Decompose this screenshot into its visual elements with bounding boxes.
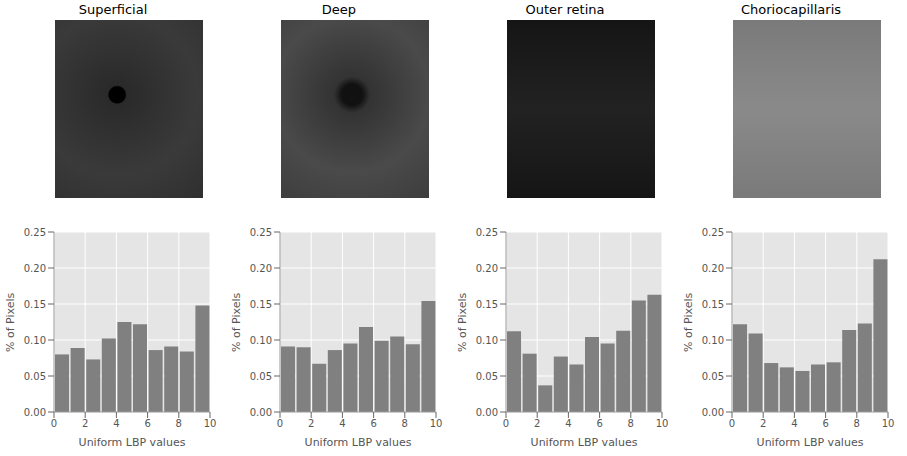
svg-text:0.20: 0.20 — [476, 263, 498, 274]
svg-text:10: 10 — [430, 418, 443, 429]
svg-text:% of Pixels: % of Pixels — [4, 293, 17, 352]
svg-text:8: 8 — [628, 418, 634, 429]
svg-text:0: 0 — [729, 418, 735, 429]
html-text:Outer retina: Outer retina — [525, 2, 605, 17]
svg-text:0.05: 0.05 — [702, 371, 724, 382]
svg-text:0: 0 — [277, 418, 283, 429]
svg-text:Uniform LBP values: Uniform LBP values — [531, 436, 638, 449]
svg-text:0.00: 0.00 — [24, 407, 46, 418]
svg-text:0.25: 0.25 — [250, 227, 272, 238]
svg-text:0.00: 0.00 — [476, 407, 498, 418]
svg-text:6: 6 — [822, 418, 828, 429]
svg-text:0.20: 0.20 — [250, 263, 272, 274]
svg-text:2: 2 — [82, 418, 88, 429]
svg-text:10: 10 — [204, 418, 217, 429]
svg-text:2: 2 — [308, 418, 314, 429]
svg-text:4: 4 — [791, 418, 797, 429]
svg-text:0.25: 0.25 — [24, 227, 46, 238]
svg-text:8: 8 — [176, 418, 182, 429]
svg-text:0.05: 0.05 — [476, 371, 498, 382]
svg-text:4: 4 — [339, 418, 345, 429]
svg-text:2: 2 — [760, 418, 766, 429]
svg-text:0.15: 0.15 — [250, 299, 272, 310]
svg-text:2: 2 — [534, 418, 540, 429]
svg-text:6: 6 — [370, 418, 376, 429]
svg-text:0.05: 0.05 — [250, 371, 272, 382]
svg-text:% of Pixels: % of Pixels — [230, 293, 243, 352]
svg-text:6: 6 — [596, 418, 602, 429]
svg-text:Uniform LBP values: Uniform LBP values — [305, 436, 412, 449]
svg-text:4: 4 — [113, 418, 119, 429]
svg-text:8: 8 — [402, 418, 408, 429]
svg-text:0.20: 0.20 — [24, 263, 46, 274]
svg-text:6: 6 — [144, 418, 150, 429]
svg-text:0.00: 0.00 — [250, 407, 272, 418]
svg-text:% of Pixels: % of Pixels — [456, 293, 469, 352]
svg-text:0.15: 0.15 — [24, 299, 46, 310]
html-text:Deep: Deep — [321, 2, 357, 17]
svg-text:10: 10 — [656, 418, 669, 429]
svg-text:0.10: 0.10 — [24, 335, 46, 346]
svg-text:10: 10 — [882, 418, 895, 429]
svg-text:0: 0 — [503, 418, 509, 429]
svg-text:0.15: 0.15 — [702, 299, 724, 310]
svg-text:0.25: 0.25 — [476, 227, 498, 238]
svg-text:0.05: 0.05 — [24, 371, 46, 382]
html-text:Choriocapillaris: Choriocapillaris — [741, 2, 841, 17]
svg-text:0: 0 — [51, 418, 57, 429]
svg-text:0.10: 0.10 — [702, 335, 724, 346]
svg-text:Uniform LBP values: Uniform LBP values — [79, 436, 186, 449]
svg-text:0.00: 0.00 — [702, 407, 724, 418]
svg-text:0.20: 0.20 — [702, 263, 724, 274]
svg-text:0.15: 0.15 — [476, 299, 498, 310]
svg-text:0.10: 0.10 — [250, 335, 272, 346]
svg-text:% of Pixels: % of Pixels — [682, 293, 695, 352]
html-text:Superficial: Superficial — [78, 2, 148, 17]
svg-text:4: 4 — [565, 418, 571, 429]
svg-text:0.10: 0.10 — [476, 335, 498, 346]
svg-text:8: 8 — [854, 418, 860, 429]
svg-text:Uniform LBP values: Uniform LBP values — [757, 436, 864, 449]
svg-text:0.25: 0.25 — [702, 227, 724, 238]
